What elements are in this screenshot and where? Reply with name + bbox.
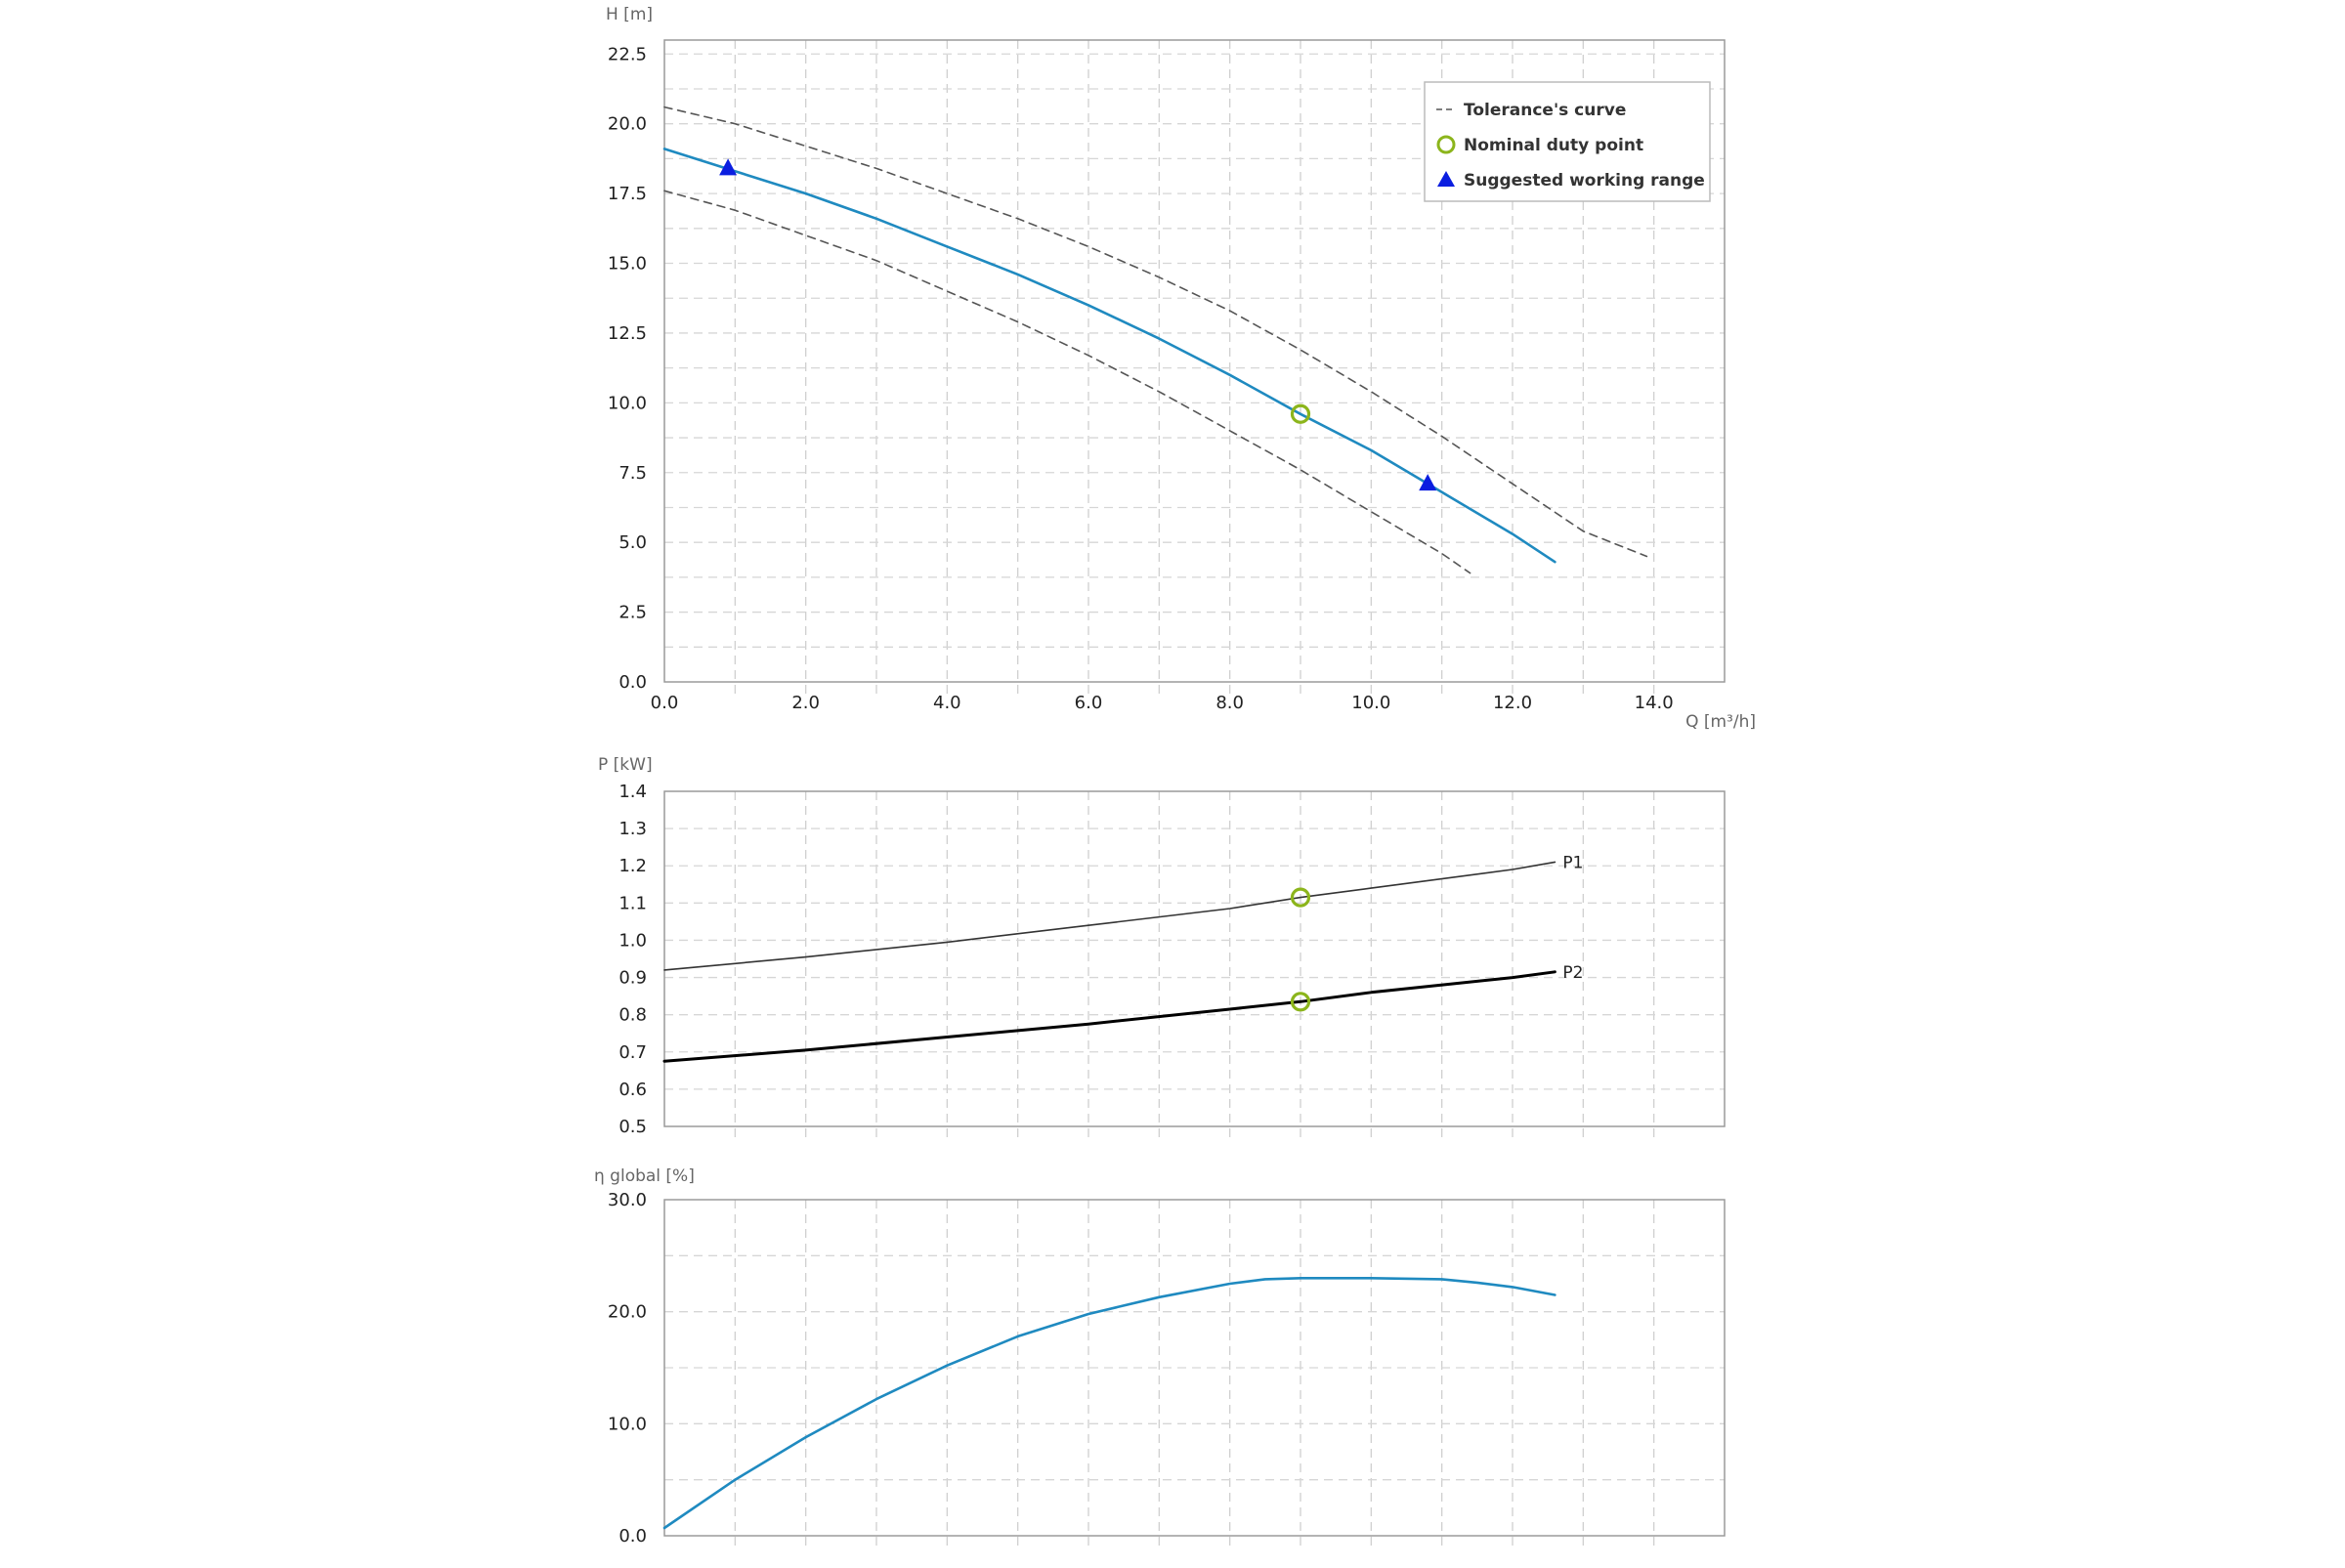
power-y-tick-label: 0.7 xyxy=(618,1042,647,1063)
power-y-axis-title: P [kW] xyxy=(598,755,653,775)
legend-box xyxy=(1424,81,1711,202)
head-x-axis-title: Q [m³/h] xyxy=(1685,712,1756,732)
head-panel: 0.0 2.5 5.0 7.5 10.0 12.5 15.0 17.5 20.0 22.5 0.0 2… xyxy=(606,5,1756,732)
efficiency-frame xyxy=(663,1199,1726,1537)
working-range-marker xyxy=(719,158,738,176)
efficiency-y-tick-label: 30.0 xyxy=(608,1190,647,1210)
duty-point-marker xyxy=(1290,992,1311,1012)
head-frame xyxy=(663,39,1726,683)
head-x-tick-label: 4.0 xyxy=(933,693,961,713)
series-p1-line xyxy=(663,861,1556,971)
power-y-tick-label: 1.0 xyxy=(618,930,647,951)
head-x-tick-label: 14.0 xyxy=(1635,693,1674,713)
efficiency-y-tick-label: 20.0 xyxy=(608,1302,647,1323)
head-y-tick-label: 12.5 xyxy=(608,323,647,344)
head-x-tick-label: 8.0 xyxy=(1215,693,1244,713)
power-y-tick-label: 0.6 xyxy=(618,1080,647,1100)
head-y-tick-label: 17.5 xyxy=(608,184,647,204)
legend-triangle-icon xyxy=(1437,171,1455,187)
series-label-p1: P1 xyxy=(1562,853,1583,872)
head-x-tick-label: 10.0 xyxy=(1351,693,1390,713)
efficiency-panel: 0.0 10.0 20.0 30.0 η global [%] xyxy=(594,1166,1726,1547)
power-y-tick-label: 1.1 xyxy=(618,893,647,913)
head-y-tick-label: 15.0 xyxy=(608,254,647,275)
head-x-tick-label: 0.0 xyxy=(651,693,679,713)
power-frame xyxy=(663,790,1726,1127)
duty-point-marker xyxy=(1290,887,1311,908)
series-p2-line xyxy=(662,970,1556,1063)
power-plot-area xyxy=(664,791,1725,1126)
head-y-tick-label: 22.5 xyxy=(608,44,647,64)
power-y-tick-label: 1.4 xyxy=(618,782,647,802)
working-range-marker xyxy=(1419,474,1437,491)
legend-circle-icon xyxy=(1436,135,1456,154)
efficiency-y-tick-label: 10.0 xyxy=(608,1414,647,1434)
duty-point-marker xyxy=(1290,403,1311,424)
power-panel: 0.5 0.6 0.7 0.8 0.9 1.0 1.1 1.2 1.3 1.4 P [kW] P1 P2 xyxy=(598,755,1726,1138)
power-y-tick-label: 1.3 xyxy=(618,819,647,839)
head-y-tick-label: 7.5 xyxy=(618,463,647,484)
head-y-tick-label: 0.0 xyxy=(618,672,647,693)
efficiency-y-axis-title: η global [%] xyxy=(594,1166,695,1186)
head-x-tick-label: 2.0 xyxy=(791,693,820,713)
power-y-tick-label: 0.9 xyxy=(618,968,647,989)
head-y-axis-title: H [m] xyxy=(606,5,653,24)
head-y-tick-label: 10.0 xyxy=(608,393,647,413)
head-y-tick-label: 5.0 xyxy=(618,532,647,553)
head-y-tick-label: 2.5 xyxy=(618,603,647,623)
efficiency-y-tick-label: 0.0 xyxy=(618,1526,647,1547)
tolerance-lower-line xyxy=(663,190,1471,574)
head-x-tick-label: 6.0 xyxy=(1075,693,1103,713)
power-y-tick-label: 0.8 xyxy=(618,1005,647,1026)
legend-label: Suggested working range xyxy=(1464,171,1705,191)
head-y-tick-label: 20.0 xyxy=(608,114,647,135)
legend-label: Tolerance's curve xyxy=(1464,101,1626,120)
power-y-tick-label: 1.2 xyxy=(618,856,647,876)
series-label-p2: P2 xyxy=(1562,963,1583,983)
head-x-tick-label: 12.0 xyxy=(1493,693,1532,713)
legend-label: Nominal duty point xyxy=(1464,136,1643,155)
legend: Tolerance's curve Nominal duty point Sugge… xyxy=(1424,81,1711,202)
tolerance-upper-line xyxy=(663,106,1648,558)
efficiency-line xyxy=(662,1277,1556,1530)
power-y-tick-label: 0.5 xyxy=(618,1117,647,1137)
